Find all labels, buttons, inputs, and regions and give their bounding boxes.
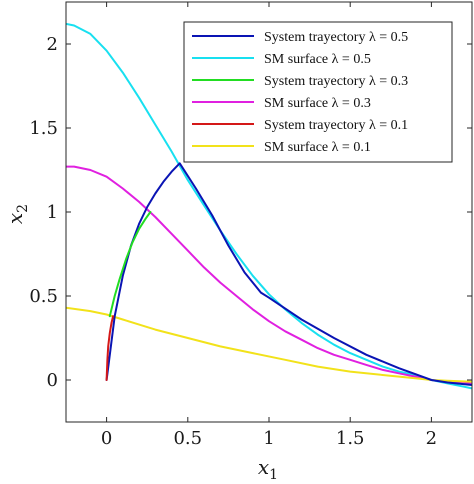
y-tick-label: 0.5 (29, 286, 58, 307)
y-tick-label: 2 (47, 34, 58, 55)
series-layer (66, 22, 472, 390)
x-tick-label: 1.5 (336, 428, 365, 449)
x-tick-label: 0.5 (173, 428, 202, 449)
x-axis-title-text: x1 (258, 455, 278, 483)
y-tick-label: 1.5 (29, 118, 58, 139)
y-tick-label: 1 (47, 202, 58, 223)
legend: System trayectory λ = 0.5 SM surface λ = … (183, 21, 453, 163)
x-axis-title-sub: 1 (269, 467, 278, 483)
y-axis: 0 0.5 1 1.5 2 (29, 34, 472, 391)
legend-label: System trayectory λ = 0.5 (264, 30, 408, 45)
y-axis-title-sub: 2 (15, 204, 31, 213)
x-axis-title: x1 (258, 455, 278, 483)
y-axis-title-base: x (3, 213, 27, 224)
series-line-3 (108, 211, 152, 318)
legend-label: SM surface λ = 0.1 (264, 140, 371, 155)
legend-box (183, 21, 453, 163)
legend-label: System trayectory λ = 0.1 (264, 118, 408, 133)
x-axis-title-base: x (258, 455, 269, 479)
series-line-4 (66, 165, 472, 385)
y-tick-label: 0 (47, 370, 58, 391)
series-line-2 (66, 22, 472, 390)
x-axis: 0 0.5 1 1.5 2 (101, 2, 437, 449)
y-axis-title: x2 (3, 204, 31, 224)
x-tick-label: 1 (263, 428, 274, 449)
legend-label: SM surface λ = 0.3 (264, 96, 371, 111)
series-line-6 (66, 306, 472, 383)
legend-label: SM surface λ = 0.5 (264, 52, 371, 67)
x-tick-label: 2 (426, 428, 437, 449)
x-tick-label: 0 (101, 428, 112, 449)
series-line-5 (105, 315, 115, 381)
y-axis-title-text: x2 (3, 204, 31, 224)
series-line-1 (105, 162, 472, 386)
legend-label: System trayectory λ = 0.3 (264, 74, 408, 89)
